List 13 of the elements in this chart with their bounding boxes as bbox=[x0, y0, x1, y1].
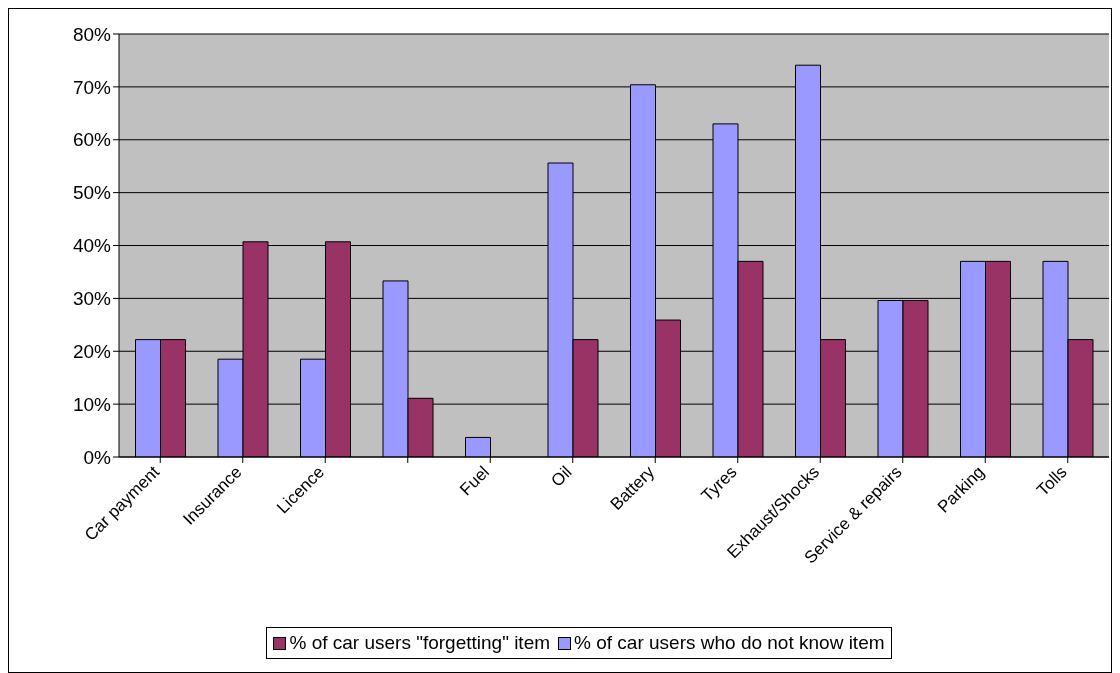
y-tick-label: 20% bbox=[72, 340, 112, 362]
x-tick-label: Tolls bbox=[1033, 462, 1071, 500]
y-tick-label: 0% bbox=[83, 446, 112, 468]
y-tick-label: 50% bbox=[72, 182, 112, 204]
legend-label: % of car users "forgetting" item bbox=[289, 632, 551, 654]
y-tick-label: 30% bbox=[72, 288, 112, 310]
y-tick-label: 60% bbox=[72, 129, 112, 151]
y-tick-label: 40% bbox=[72, 235, 112, 257]
y-tick-label: 80% bbox=[72, 23, 112, 45]
y-tick-label: 10% bbox=[72, 393, 112, 415]
legend-label: % of car users who do not know item bbox=[574, 632, 885, 654]
y-tick-label: 70% bbox=[72, 76, 112, 98]
x-tick-label: Oil bbox=[547, 462, 576, 491]
